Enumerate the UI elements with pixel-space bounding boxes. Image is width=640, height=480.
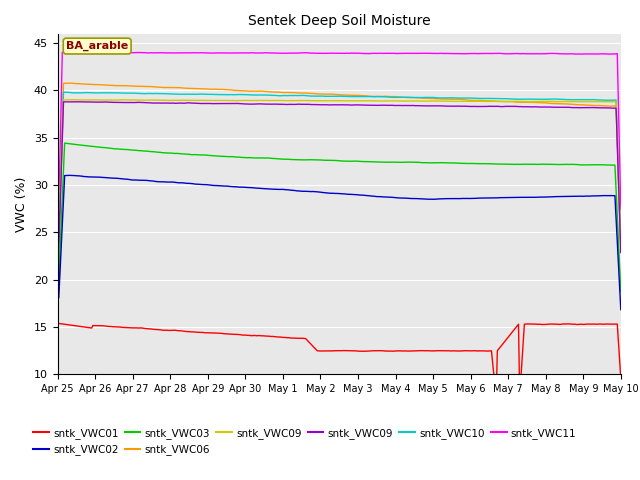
Text: BA_arable: BA_arable <box>66 41 128 51</box>
Title: Sentek Deep Soil Moisture: Sentek Deep Soil Moisture <box>248 14 431 28</box>
Y-axis label: VWC (%): VWC (%) <box>15 176 28 232</box>
Legend: sntk_VWC01, sntk_VWC02, sntk_VWC03, sntk_VWC06, sntk_VWC09, sntk_VWC09, sntk_VWC: sntk_VWC01, sntk_VWC02, sntk_VWC03, sntk… <box>29 424 580 459</box>
